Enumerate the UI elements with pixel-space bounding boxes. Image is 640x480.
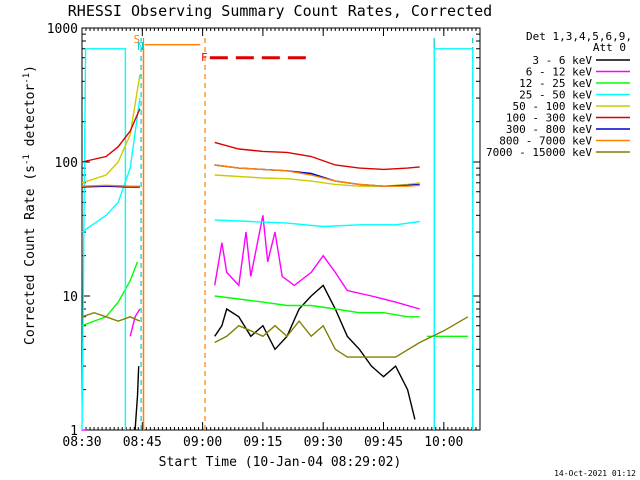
footer-date: 14-Oct-2021 01:12 bbox=[554, 469, 636, 478]
legend-header-2: Att 0 bbox=[593, 41, 626, 54]
x-tick-label: 09:45 bbox=[364, 435, 403, 450]
series-line bbox=[214, 215, 420, 310]
y-axis-label-sup2: -1 bbox=[22, 73, 32, 84]
y-axis-label-main: Corrected Count Rate (s bbox=[23, 165, 38, 345]
annotation-letter: N bbox=[137, 40, 144, 53]
annotation-letter: S bbox=[133, 33, 140, 46]
series-line bbox=[81, 261, 139, 327]
series-line bbox=[214, 164, 420, 187]
series-line bbox=[81, 108, 141, 163]
x-tick-label: 09:15 bbox=[243, 435, 282, 450]
legend-item-label: 50 - 100 keV bbox=[513, 100, 593, 113]
series-group bbox=[81, 44, 420, 430]
legend-item-label: 7000 - 15000 keV bbox=[486, 146, 592, 159]
y-axis-label-end: ) bbox=[23, 65, 38, 73]
series-layer bbox=[81, 44, 474, 431]
y-axis-label-sup1: -1 bbox=[22, 154, 32, 165]
y-axis: 1 10 100 1000 bbox=[47, 22, 480, 439]
series-line bbox=[214, 219, 420, 228]
y-tick-label: 100 bbox=[55, 156, 78, 171]
x-axis-label: Start Time (10-Jan-04 08:29:02) bbox=[159, 455, 402, 470]
series-group bbox=[82, 215, 420, 431]
series-line bbox=[81, 185, 140, 188]
legend-header-1: Det 1,3,4,5,6,9, bbox=[526, 30, 632, 43]
x-tick-label: 09:00 bbox=[183, 435, 222, 450]
series-group bbox=[134, 284, 416, 431]
series-line bbox=[81, 48, 127, 431]
legend-item-label: 25 - 50 keV bbox=[519, 89, 592, 102]
legend-item-label: 100 - 300 keV bbox=[506, 112, 592, 125]
vertical-markers bbox=[140, 38, 474, 430]
series-line bbox=[134, 366, 140, 431]
series-line bbox=[81, 184, 140, 187]
series-group bbox=[81, 48, 474, 431]
y-tick-label: 1 bbox=[70, 424, 78, 439]
y-tick-label: 1000 bbox=[47, 22, 78, 37]
series-line bbox=[81, 74, 141, 184]
series-line bbox=[129, 308, 141, 337]
series-line bbox=[81, 311, 141, 322]
y-tick-label: 10 bbox=[62, 290, 78, 305]
legend-item-label: 3 - 6 keV bbox=[532, 54, 592, 67]
legend-item-label: 800 - 7000 keV bbox=[499, 135, 592, 148]
y-axis-label-mid: detector bbox=[23, 84, 38, 155]
series-line bbox=[433, 48, 474, 430]
series-group bbox=[81, 311, 469, 358]
series-line bbox=[214, 295, 420, 318]
annotations: SN F bbox=[133, 33, 312, 64]
x-tick-label: 08:30 bbox=[62, 435, 101, 450]
x-tick-label: 10:00 bbox=[424, 435, 463, 450]
series-line bbox=[214, 316, 469, 358]
series-line bbox=[214, 284, 416, 420]
x-tick-label: 08:45 bbox=[123, 435, 162, 450]
y-axis-label: Corrected Count Rate (s-1 detector-1) bbox=[22, 65, 38, 345]
legend-item-label: 6 - 12 keV bbox=[526, 66, 593, 79]
annotation-letter: F bbox=[201, 51, 208, 64]
legend-item-label: 300 - 800 keV bbox=[506, 123, 592, 136]
series-group bbox=[81, 108, 420, 171]
series-line bbox=[81, 98, 141, 233]
x-axis: 08:30 08:45 09:00 09:15 09:30 09:45 10:00 bbox=[62, 28, 481, 450]
legend-item-label: 12 - 25 keV bbox=[519, 77, 592, 90]
x-tick-label: 09:30 bbox=[304, 435, 343, 450]
series-line bbox=[214, 141, 420, 171]
chart-title: RHESSI Observing Summary Count Rates, Co… bbox=[68, 2, 492, 20]
plot-frame bbox=[81, 27, 481, 431]
